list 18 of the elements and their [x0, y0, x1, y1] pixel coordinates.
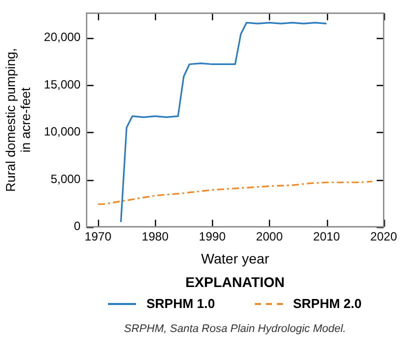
- line-series: [97, 180, 374, 205]
- y-tick-label: 10,000: [44, 124, 81, 139]
- x-tick-label: 1980: [142, 229, 169, 244]
- legend-label: SRPHM 1.0: [146, 296, 215, 311]
- x-axis-title: Water year: [201, 250, 270, 266]
- y-tick-label: 20,000: [44, 30, 81, 44]
- y-axis-title: Rural domestic pumping, in acre-feet: [3, 48, 34, 192]
- legend-title: EXPLANATION: [184, 274, 286, 290]
- y-tick-label: 5,000: [50, 172, 81, 186]
- y-tick-label: 0: [74, 219, 81, 234]
- x-tick-label: 2000: [256, 229, 284, 244]
- x-tick-label: 1990: [198, 229, 226, 244]
- y-tick-label: 15,000: [44, 77, 81, 92]
- x-tick-label: 1970: [84, 229, 112, 244]
- x-tick-label: 2010: [313, 229, 340, 244]
- x-tick-label: 2020: [370, 229, 398, 244]
- legend-label: SRPHM 2.0: [293, 296, 362, 311]
- text: SRPHM, Santa Rosa Plain Hydrologic Model.: [123, 323, 347, 335]
